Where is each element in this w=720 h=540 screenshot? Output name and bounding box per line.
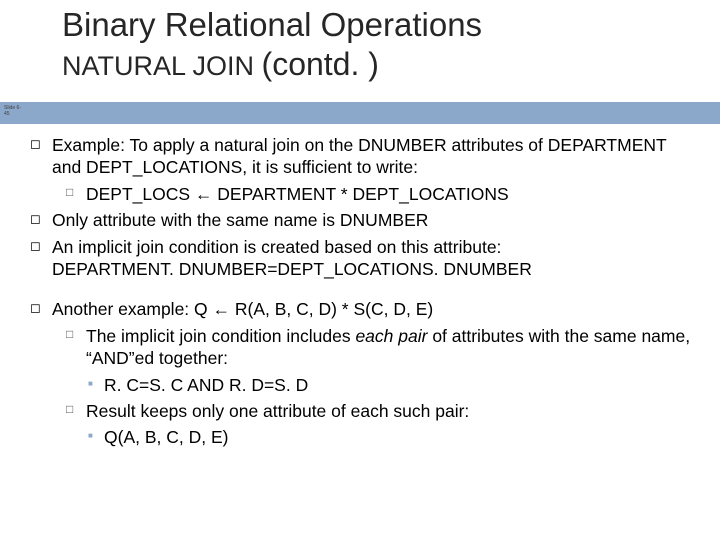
bullet-and-cond: ■ R. C=S. C AND R. D=S. D — [88, 374, 700, 396]
bullet-marker-l3: ■ — [88, 374, 104, 396]
bullet-text-em: each pair — [355, 326, 427, 346]
bullet-text-eq: DEPARTMENT. DNUMBER=DEPT_LOCATIONS. DNUM… — [52, 259, 532, 279]
bullet-text: The implicit join condition includes eac… — [86, 325, 700, 370]
bullet-marker-l1: ◻ — [30, 298, 52, 320]
slide-title: Binary Relational Operations — [62, 6, 720, 44]
bullet-text: An implicit join condition is created ba… — [52, 236, 700, 281]
bullet-marker-l2: □ — [66, 325, 86, 370]
slide-number: Slide 6- 45 — [4, 106, 21, 117]
bullet-example-intro: ◻ Example: To apply a natural join on th… — [30, 134, 700, 179]
bullet-marker-l3: ■ — [88, 426, 104, 448]
bullet-marker-l1: ◻ — [30, 134, 52, 179]
bullet-implicit-cond: ◻ An implicit join condition is created … — [30, 236, 700, 281]
subtitle-part-b: (contd. ) — [262, 46, 379, 82]
bullet-text-pre: The implicit join condition includes — [86, 326, 355, 346]
title-area: Binary Relational Operations NATURAL JOI… — [0, 0, 720, 86]
bullet-text: R. C=S. C AND R. D=S. D — [104, 374, 700, 396]
spacer — [30, 284, 700, 298]
bullet-marker-l1: ◻ — [30, 209, 52, 231]
bullet-text: Only attribute with the same name is DNU… — [52, 209, 700, 231]
slide-subtitle: NATURAL JOIN (contd. ) — [62, 44, 720, 86]
slide-number-line2: 45 — [4, 111, 10, 117]
bullet-text: Example: To apply a natural join on the … — [52, 134, 700, 179]
bullet-text: Q(A, B, C, D, E) — [104, 426, 700, 448]
bullet-text: DEPT_LOCS ← DEPARTMENT * DEPT_LOCATIONS — [86, 183, 700, 205]
bullet-text: Another example: Q ← R(A, B, C, D) * S(C… — [52, 298, 700, 320]
bullet-text: Result keeps only one attribute of each … — [86, 400, 700, 422]
bullet-marker-l1: ◻ — [30, 236, 52, 281]
bullet-text-line: An implicit join condition is created ba… — [52, 237, 501, 257]
bullet-dept-locs: □ DEPT_LOCS ← DEPARTMENT * DEPT_LOCATION… — [66, 183, 700, 205]
accent-bar — [0, 102, 720, 124]
bullet-another-example: ◻ Another example: Q ← R(A, B, C, D) * S… — [30, 298, 700, 320]
bullet-result: □ Result keeps only one attribute of eac… — [66, 400, 700, 422]
bullet-marker-l2: □ — [66, 400, 86, 422]
subtitle-part-a: NATURAL JOIN — [62, 51, 262, 81]
bullet-result-tuple: ■ Q(A, B, C, D, E) — [88, 426, 700, 448]
bullet-only-attr: ◻ Only attribute with the same name is D… — [30, 209, 700, 231]
content-area: ◻ Example: To apply a natural join on th… — [30, 134, 700, 453]
bullet-marker-l2: □ — [66, 183, 86, 205]
bullet-implicit-pair: □ The implicit join condition includes e… — [66, 325, 700, 370]
